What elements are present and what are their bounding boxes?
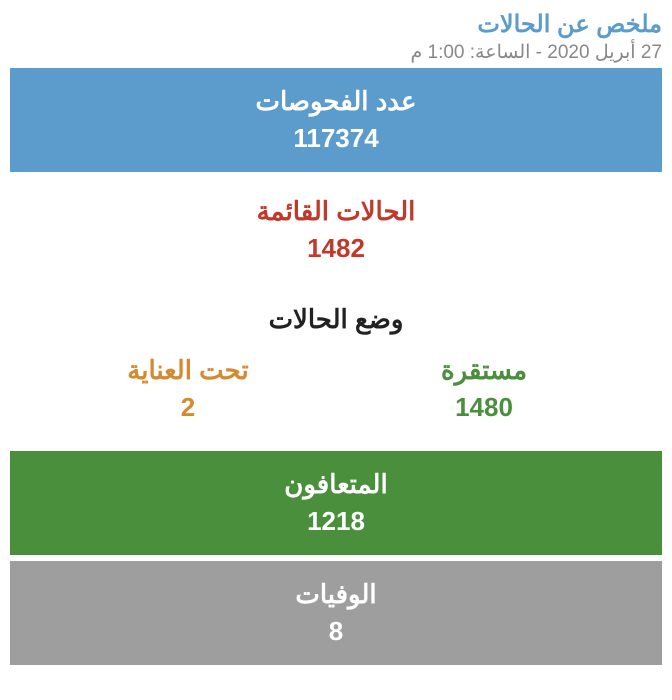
recovered-value: 1218	[20, 506, 652, 537]
critical-label: تحت العناية	[40, 355, 336, 386]
page-title: ملخص عن الحالات	[10, 10, 662, 39]
deaths-value: 8	[20, 616, 652, 647]
active-cases-block: الحالات القائمة 1482	[10, 178, 662, 282]
tests-value: 117374	[20, 123, 652, 154]
stable-label: مستقرة	[336, 355, 632, 386]
dashboard-container: ملخص عن الحالات 27 أبريل 2020 - الساعة: …	[0, 0, 672, 665]
status-header: وضع الحالات	[10, 288, 662, 345]
stable-value: 1480	[336, 392, 632, 423]
active-cases-label: الحالات القائمة	[20, 196, 652, 227]
tests-label: عدد الفحوصات	[20, 86, 652, 117]
timestamp: 27 أبريل 2020 - الساعة: 1:00 م	[10, 41, 662, 64]
deaths-block: الوفيات 8	[10, 561, 662, 665]
recovered-block: المتعافون 1218	[10, 451, 662, 555]
deaths-label: الوفيات	[20, 579, 652, 610]
stable-column: مستقرة 1480	[336, 355, 632, 423]
critical-value: 2	[40, 392, 336, 423]
critical-column: تحت العناية 2	[40, 355, 336, 423]
tests-block: عدد الفحوصات 117374	[10, 68, 662, 172]
recovered-label: المتعافون	[20, 469, 652, 500]
active-cases-value: 1482	[20, 233, 652, 264]
status-row: مستقرة 1480 تحت العناية 2	[10, 345, 662, 445]
